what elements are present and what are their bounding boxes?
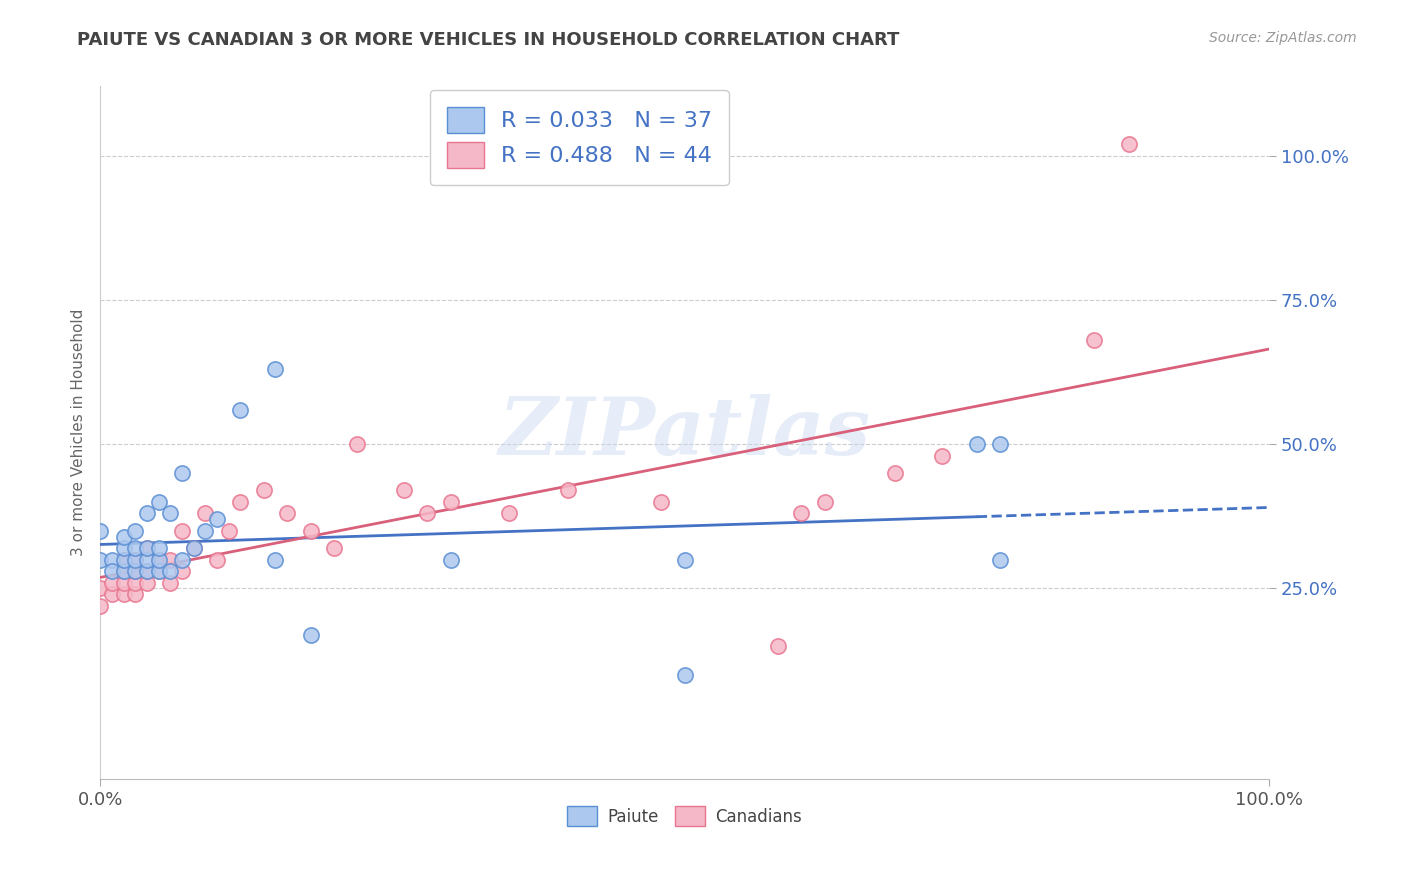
Point (264, 362, 287, 376)
Y-axis label: 3 or more Vehicles in Household: 3 or more Vehicles in Household (72, 309, 86, 557)
Point (101, 564, 124, 578)
Point (148, 552, 170, 566)
Point (124, 587, 146, 601)
Point (650, 495, 672, 509)
Legend: Paiute, Canadians: Paiute, Canadians (561, 799, 808, 833)
Point (135, 575, 157, 590)
Point (89, 524, 111, 538)
Point (170, 564, 193, 578)
Point (766, 639, 789, 653)
Point (299, 627, 322, 641)
Point (440, 495, 463, 509)
Point (498, 507, 520, 521)
Point (205, 512, 228, 526)
Point (112, 587, 135, 601)
Point (194, 524, 217, 538)
Point (124, 552, 146, 566)
Point (264, 552, 287, 566)
Point (148, 564, 170, 578)
Point (229, 495, 252, 509)
Point (89, 599, 111, 613)
Point (170, 466, 193, 480)
Point (112, 564, 135, 578)
Point (112, 529, 135, 543)
Point (89, 582, 111, 596)
Point (112, 541, 135, 555)
Point (148, 552, 170, 566)
Point (1083, 333, 1105, 347)
Point (112, 552, 135, 566)
Point (183, 541, 205, 555)
Point (135, 564, 157, 578)
Point (346, 437, 368, 451)
Point (440, 552, 463, 566)
Point (89, 552, 111, 566)
Point (673, 668, 696, 682)
Point (124, 524, 146, 538)
Point (112, 552, 135, 566)
Point (416, 507, 439, 521)
Point (135, 541, 157, 555)
Point (988, 552, 1011, 566)
Point (135, 564, 157, 578)
Point (135, 507, 157, 521)
Point (124, 564, 146, 578)
Text: Source: ZipAtlas.com: Source: ZipAtlas.com (1209, 31, 1357, 45)
Point (170, 524, 193, 538)
Point (988, 437, 1011, 451)
Point (124, 575, 146, 590)
Point (931, 449, 953, 463)
Point (148, 564, 170, 578)
Point (101, 587, 124, 601)
Point (112, 575, 135, 590)
Point (101, 552, 124, 566)
Point (218, 524, 240, 538)
Point (790, 507, 813, 521)
Point (194, 507, 217, 521)
Point (112, 564, 135, 578)
Point (205, 552, 228, 566)
Point (557, 483, 579, 498)
Point (124, 564, 146, 578)
Point (159, 575, 181, 590)
Text: ZIPatlas: ZIPatlas (499, 394, 870, 471)
Point (814, 495, 837, 509)
Point (159, 552, 181, 566)
Point (183, 541, 205, 555)
Point (392, 483, 415, 498)
Point (135, 552, 157, 566)
Point (124, 552, 146, 566)
Point (276, 507, 298, 521)
Point (322, 541, 344, 555)
Point (148, 541, 170, 555)
Point (1118, 137, 1140, 152)
Text: PAIUTE VS CANADIAN 3 OR MORE VEHICLES IN HOUSEHOLD CORRELATION CHART: PAIUTE VS CANADIAN 3 OR MORE VEHICLES IN… (77, 31, 900, 49)
Point (229, 402, 252, 417)
Point (101, 575, 124, 590)
Point (299, 524, 322, 538)
Point (135, 541, 157, 555)
Point (148, 495, 170, 509)
Point (159, 564, 181, 578)
Point (124, 541, 146, 555)
Point (673, 552, 696, 566)
Point (884, 466, 907, 480)
Point (253, 483, 276, 498)
Point (170, 552, 193, 566)
Point (159, 507, 181, 521)
Point (966, 437, 988, 451)
